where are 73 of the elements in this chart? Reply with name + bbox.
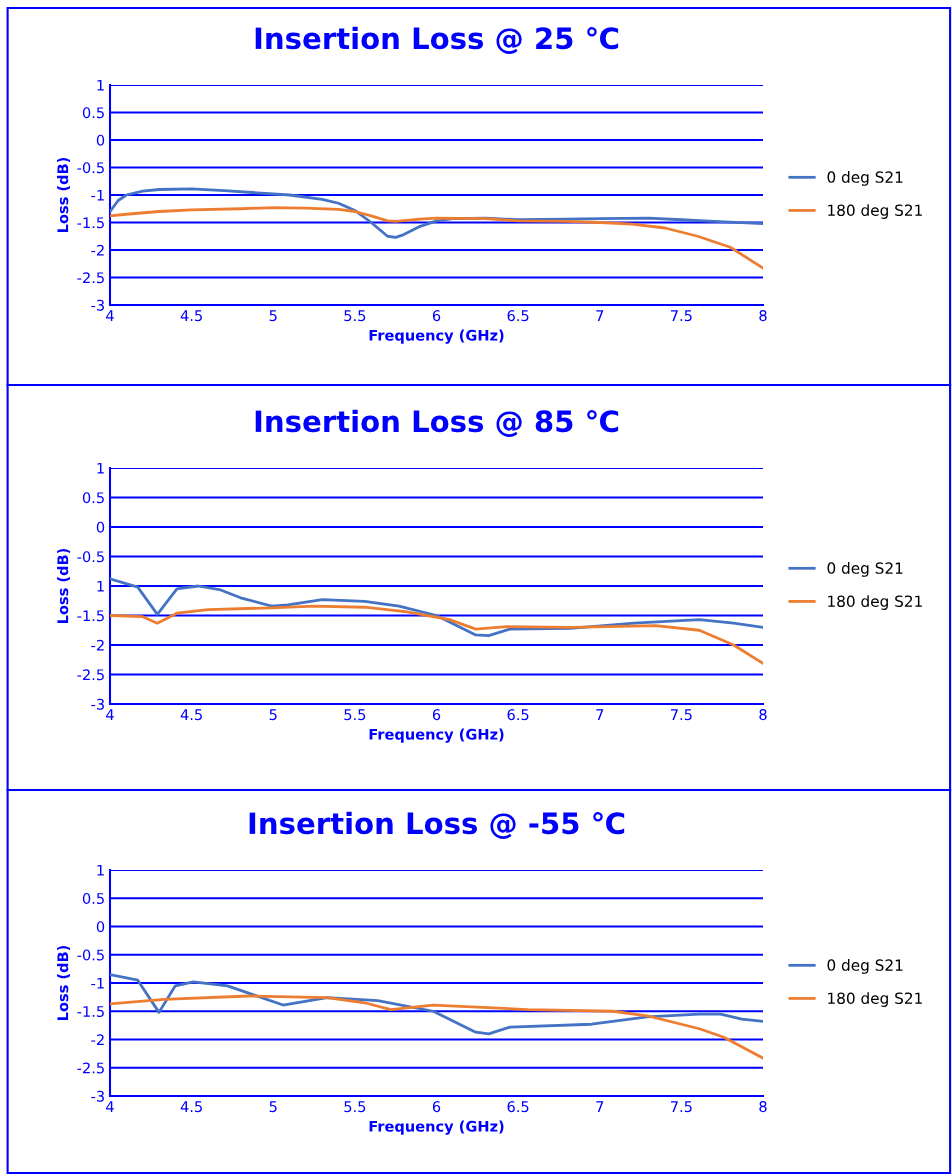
chart-title: Insertion Loss @ 85 ℃ [255,409,619,437]
x-tick-label: 5 [269,1101,277,1113]
x-tick-label: 4.5 [180,1101,202,1113]
legend-label: 0 deg S21 [827,171,903,186]
x-tick-label: 5.5 [344,1101,366,1113]
x-axis-title: Frequency (GHz) [369,1120,504,1135]
x-axis-title: Frequency (GHz) [369,329,504,344]
x-tick-label: 4 [106,310,114,321]
y-tick-label: -2.5 [77,272,104,284]
y-tick-label: -1 [91,189,104,201]
y-tick-label: -2 [91,1034,104,1046]
legend-label: 180 deg S21 [828,595,922,610]
y-tick-label: 0.5 [82,492,104,504]
y-tick-label: -1 [91,977,104,989]
x-tick-label: 5.5 [344,709,366,721]
x-tick-label: 7 [596,310,604,321]
y-tick-label: 1 [97,79,104,91]
x-tick-label: 6.5 [507,1101,529,1113]
x-tick-label: 7.5 [670,709,692,721]
line-series [110,604,763,665]
line-series [110,994,763,1060]
x-tick-label: 6 [432,1101,441,1113]
chart-title: Insertion Loss @ -55 ℃ [249,811,625,839]
y-tick-label: -3 [91,698,104,710]
x-tick-label: 6 [432,310,441,322]
y-axis-title: Loss (dB) [57,157,71,232]
y-tick-label: 1 [97,864,104,876]
x-tick-label: 8 [759,310,767,322]
y-tick-label: -2 [91,639,104,651]
y-tick-label: -2.5 [77,669,104,681]
y-tick-label: -2 [91,244,104,256]
x-axis-title: Frequency (GHz) [369,728,504,743]
legend-label: 0 deg S21 [827,959,903,974]
x-tick-label: 4.5 [180,709,202,721]
x-tick-label: 8 [759,1101,767,1113]
y-tick-label: 1 [97,580,104,592]
chart-title: Insertion Loss @ 25 ℃ [255,26,619,54]
y-axis-title: Loss (dB) [57,548,71,623]
x-tick-label: 6.5 [507,310,529,322]
y-tick-label: -3 [91,299,104,311]
y-tick-label: -0.5 [77,551,104,563]
legend-label: 180 deg S21 [828,204,922,219]
x-tick-label: 5 [269,310,277,322]
x-tick-label: 6.5 [507,709,529,721]
y-tick-label: -1.5 [77,610,104,622]
legend-label: 180 deg S21 [828,992,922,1007]
line-series [110,206,763,270]
x-tick-label: 7.5 [670,1101,692,1113]
y-tick-label: -2.5 [77,1062,104,1074]
y-axis-title: Loss (dB) [57,945,71,1020]
x-tick-label: 6 [432,709,441,721]
x-tick-label: 7 [596,709,604,720]
y-tick-label: -3 [91,1090,104,1102]
x-tick-label: 5.5 [344,310,366,322]
x-tick-label: 4 [106,709,114,720]
line-series [110,973,763,1036]
x-tick-label: 4 [106,1101,114,1112]
y-tick-label: 0 [96,921,105,933]
y-tick-label: 0.5 [82,107,104,119]
y-tick-label: -0.5 [77,162,104,174]
y-tick-label: 0 [96,521,105,533]
x-tick-label: 7 [596,1101,604,1112]
x-tick-label: 5 [269,709,277,721]
y-tick-label: 0.5 [82,892,104,904]
y-tick-label: 1 [97,462,104,474]
y-tick-label: -1.5 [77,217,104,229]
legend-label: 0 deg S21 [827,562,903,577]
x-tick-label: 8 [759,709,767,721]
x-tick-label: 7.5 [670,310,692,322]
x-tick-label: 4.5 [180,310,202,322]
y-tick-label: -0.5 [77,949,104,961]
y-tick-label: 0 [96,134,105,146]
y-tick-label: -1.5 [77,1006,104,1017]
